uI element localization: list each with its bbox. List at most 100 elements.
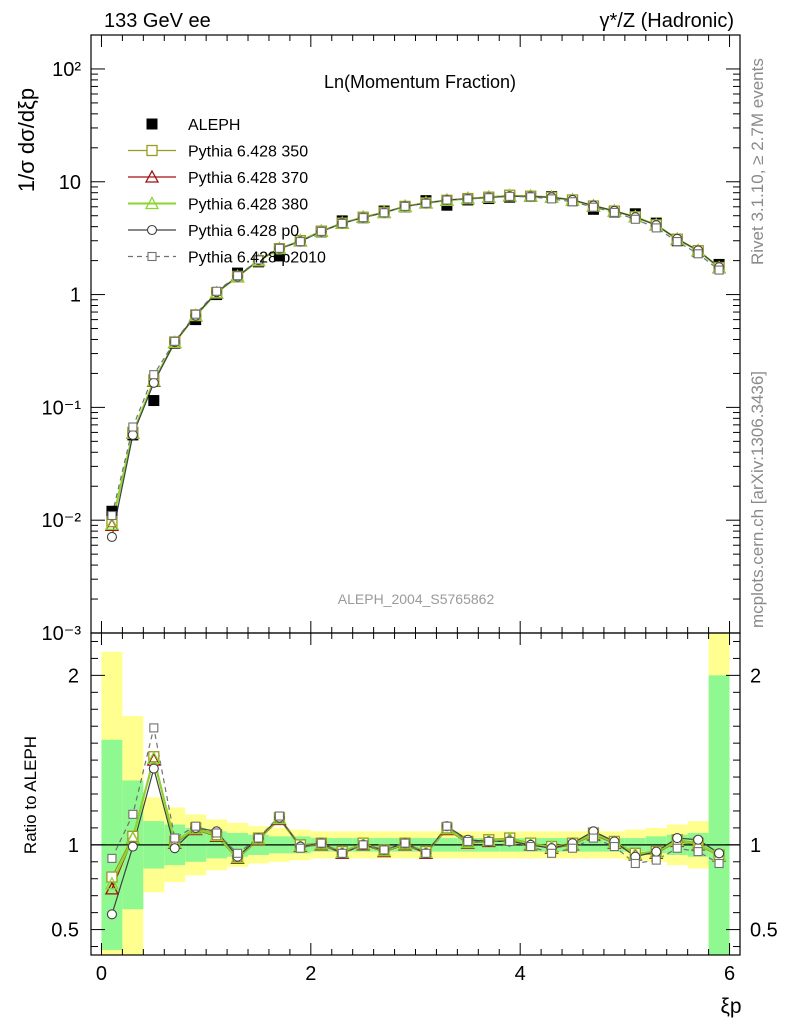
legend: ALEPH Pythia 6.428 350 Pythia 6.428 370 Pyt… [128, 117, 326, 267]
data-point [588, 202, 599, 212]
data-point [630, 214, 640, 224]
ratio-frame [90, 632, 741, 956]
data-point [148, 377, 159, 388]
data-point [337, 218, 347, 229]
ratio-point [442, 821, 452, 831]
data-point [127, 429, 138, 440]
ratio-point [400, 838, 410, 848]
data-point [651, 223, 661, 233]
series-line [111, 195, 720, 516]
band-inner [708, 675, 730, 955]
data-point [170, 336, 180, 346]
ratio-point [609, 841, 619, 852]
data-point [609, 207, 619, 217]
ratio-point [630, 858, 640, 869]
y-tick-label: 10⁻³ [42, 623, 82, 645]
ratio-point [146, 751, 161, 765]
ratio-point [107, 853, 117, 863]
y-tick-label: 2 [68, 665, 79, 687]
series-line [111, 195, 720, 526]
data-point [567, 197, 578, 207]
x-tick-label: 4 [515, 963, 526, 985]
ratio-point [463, 836, 473, 847]
ratio-point [526, 841, 536, 852]
data-point [104, 516, 120, 530]
data-point [273, 250, 285, 262]
ratio-point [212, 828, 222, 838]
ratio-point [714, 848, 725, 859]
ratio-point [693, 847, 703, 857]
ratio-point [316, 838, 326, 848]
ratio-point [714, 858, 724, 869]
y-tick-label-right: 1 [750, 835, 761, 857]
ratio-point [106, 909, 117, 920]
data-point [253, 255, 264, 265]
ratio-point [149, 723, 159, 733]
data-point [107, 510, 117, 521]
y-tick-label: 1 [70, 285, 81, 307]
legend-marker [147, 251, 157, 262]
data-point [379, 208, 389, 218]
y-tick-label-right: 0.5 [750, 920, 778, 942]
main-series [104, 188, 727, 543]
data-point [421, 198, 431, 208]
ratio-point [379, 845, 389, 855]
data-point [106, 531, 117, 543]
legend-marker [146, 118, 158, 130]
ratio-series [104, 723, 727, 920]
ratio-point [274, 811, 284, 821]
data-point [316, 226, 326, 236]
ratio-point [232, 848, 243, 858]
data-point [547, 194, 557, 204]
y-tick-label: 10² [52, 59, 81, 81]
legend-label: Pythia 6.428 p0 [188, 223, 299, 240]
main-ylabel: 1/σ dσ/dξp [14, 88, 39, 192]
y-tick-label: 10⁻¹ [42, 397, 82, 419]
y-tick-label: 1 [68, 835, 79, 857]
ratio-point [651, 846, 662, 857]
ratio-point [337, 848, 347, 858]
ratio-point [693, 834, 704, 845]
ratio-point [588, 833, 599, 843]
data-point [128, 422, 138, 432]
legend-label: Pythia 6.428 380 [188, 197, 308, 214]
main-axes: 10⁻³ 10⁻² 10⁻¹ 1 10 10² [42, 34, 741, 955]
data-point [274, 243, 284, 253]
data-point [232, 271, 243, 281]
y-tick-label: 0.5 [51, 920, 79, 942]
legend-label: ALEPH [188, 117, 240, 134]
ratio-xlabel: ξp [720, 995, 741, 1018]
data-point [148, 395, 160, 407]
data-point [191, 309, 201, 319]
legend-marker [144, 196, 160, 210]
series-line [110, 194, 720, 525]
watermark: ALEPH_2004_S5765862 [338, 591, 495, 607]
ratio-point [505, 836, 515, 847]
data-point [484, 193, 494, 203]
rivet-label: Rivet 3.1.10, ≥ 2.7M events [748, 58, 767, 265]
ratio-point [128, 809, 138, 819]
legend-marker [144, 169, 160, 183]
data-point [714, 265, 724, 275]
data-point [149, 370, 159, 380]
ratio-point [191, 821, 201, 831]
ratio-point [547, 848, 557, 858]
ratio-point [567, 843, 578, 853]
y-tick-label: 10 [59, 172, 81, 194]
x-tick-label: 6 [724, 963, 735, 985]
x-tick-label: 0 [96, 963, 107, 985]
ratio-point [295, 843, 305, 853]
ratio-point [148, 763, 159, 774]
data-point [295, 237, 305, 247]
ratio-point [358, 840, 368, 850]
series-line [111, 194, 720, 522]
header-left: 133 GeV ee [104, 10, 211, 32]
plot-title: Ln(Momentum Fraction) [324, 72, 516, 92]
data-point [505, 191, 515, 201]
ratio-point [169, 843, 180, 854]
ratio-point [104, 876, 120, 890]
legend-label: Pythia 6.428 p2010 [188, 250, 326, 267]
ratio-axes: 0 2 4 6 0.5 0.5 1 1 2 2 [51, 35, 778, 985]
ratio-ylabel: Ratio to ALEPH [21, 736, 40, 854]
